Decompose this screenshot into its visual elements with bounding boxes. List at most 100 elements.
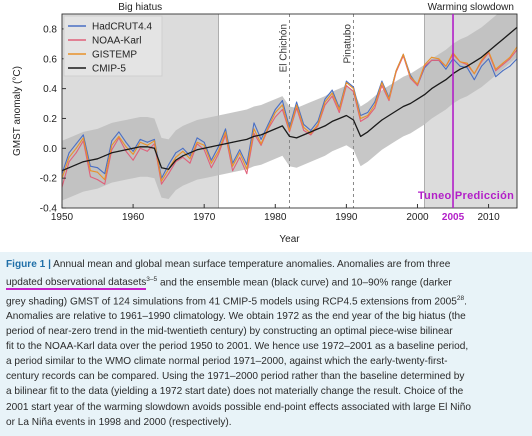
- point-s1-1984: [303, 123, 305, 125]
- point-s3-2007: [466, 62, 468, 64]
- point-s4-1971: [210, 146, 212, 148]
- point-s2-1956: [104, 183, 106, 185]
- point-s2-1987: [324, 104, 326, 106]
- point-s3-1992: [360, 117, 362, 119]
- point-s1-1987: [324, 98, 326, 100]
- point-s1-1972: [217, 146, 219, 148]
- caption-line-3: grey shading) GMST of 124 simulations fr…: [6, 295, 457, 307]
- point-s1-1956: [104, 173, 106, 175]
- point-s2-1986: [317, 125, 319, 127]
- point-s2-1951: [68, 161, 70, 163]
- point-s1-1958: [118, 131, 120, 133]
- point-s3-1958: [118, 135, 120, 137]
- point-s3-1979: [267, 126, 269, 128]
- point-s4-1954: [89, 159, 91, 161]
- point-s1-1963: [153, 138, 155, 140]
- point-s3-2003: [438, 58, 440, 60]
- point-s3-2013: [509, 56, 511, 58]
- x-tick-label: 1970: [193, 212, 216, 223]
- point-s4-2012: [502, 38, 504, 40]
- point-s4-2009: [480, 56, 482, 58]
- figure-label: Figure 1 |: [6, 259, 51, 270]
- point-s3-2006: [459, 61, 461, 63]
- caption-line-9: a bilinear fit to the data (yielding a 1…: [6, 386, 464, 398]
- point-s1-2011: [495, 76, 497, 78]
- caption-line-5: period of near-zero trend in the mid-twe…: [6, 326, 453, 338]
- point-s3-1975: [239, 152, 241, 154]
- point-s1-1994: [374, 101, 376, 103]
- point-s3-2008: [473, 73, 475, 75]
- point-s3-1983: [296, 104, 298, 106]
- axes: -0.4 -0.2 0.0 0.2 0.4 0.6 0.8 1950 1960 1970 1980 1…: [12, 13, 518, 245]
- point-s1-1968: [189, 155, 191, 157]
- point-s4-2003: [438, 83, 440, 85]
- point-s4-2008: [473, 61, 475, 63]
- point-s4-1974: [232, 141, 234, 143]
- point-s1-1955: [97, 167, 99, 169]
- point-s3-1976: [246, 168, 248, 170]
- caption-line-1: Annual mean and global mean surface temp…: [50, 259, 451, 270]
- x-tick-label: 1960: [122, 212, 145, 223]
- series-points-3: [61, 46, 518, 182]
- point-s1-1973: [225, 128, 227, 130]
- point-s2-1968: [189, 162, 191, 164]
- caption-line-6: fit to the NOAA-Karl data over the perio…: [6, 341, 469, 353]
- point-s4-1985: [310, 131, 312, 133]
- point-s3-1952: [75, 147, 77, 149]
- point-s2-1978: [260, 144, 262, 146]
- point-s3-1994: [374, 104, 376, 106]
- point-s4-1995: [381, 119, 383, 121]
- point-s1-1957: [111, 140, 113, 142]
- point-s3-1974: [232, 165, 234, 167]
- point-s1-1952: [75, 143, 77, 145]
- point-s1-1990: [345, 80, 347, 82]
- legend: HadCRUT4.4 NOAA-Karl GISTEMP CMIP-5: [63, 15, 163, 77]
- y-tick-label: 0.4: [43, 84, 57, 95]
- point-s2-2000: [416, 85, 418, 87]
- y-tick-label: 0.0: [43, 144, 57, 155]
- point-s3-1962: [146, 144, 148, 146]
- period-label-2: Warming slowdown: [428, 2, 514, 13]
- point-s2-1964: [161, 183, 163, 185]
- point-s3-2004: [445, 65, 447, 67]
- point-s1-1959: [125, 141, 127, 143]
- point-s4-1980: [274, 128, 276, 130]
- point-s2-1971: [210, 167, 212, 169]
- point-s2-1970: [203, 149, 205, 151]
- point-s3-1982: [289, 129, 290, 131]
- point-s3-1980: [274, 111, 276, 113]
- caption-line-4: Anomalies are relative to 1961–1990 clim…: [6, 311, 466, 322]
- point-s3-1991: [352, 88, 354, 90]
- point-s3-1967: [182, 150, 184, 152]
- series-lines: [61, 26, 518, 188]
- point-s4-1993: [367, 131, 369, 133]
- point-s1-1988: [331, 89, 333, 91]
- point-s4-1961: [139, 146, 141, 148]
- point-s1-2008: [473, 79, 475, 81]
- point-s3-1972: [217, 150, 219, 152]
- point-s3-1981: [281, 104, 283, 106]
- point-s2-1960: [132, 159, 134, 161]
- point-s3-1986: [317, 123, 319, 125]
- point-s2-2003: [438, 59, 440, 61]
- point-s3-1951: [68, 156, 70, 158]
- point-s1-2012: [502, 70, 504, 72]
- point-s2-1985: [310, 134, 312, 136]
- point-s4-1996: [388, 114, 390, 116]
- point-s1-1977: [253, 122, 255, 124]
- caption-line-7: a period similar to the WMO climate norm…: [6, 356, 448, 368]
- point-s4-1968: [189, 152, 191, 154]
- volcano-label-2: Pinatubo: [342, 24, 353, 64]
- point-s1-1954: [89, 165, 91, 167]
- point-s3-1963: [153, 140, 155, 142]
- point-s4-1951: [68, 167, 70, 169]
- temperature-chart: Big hiatus Warming slowdown El Chichón Pin…: [12, 2, 518, 245]
- point-s3-2012: [502, 62, 504, 64]
- point-s4-1978: [260, 134, 262, 136]
- point-s4-1990: [345, 114, 347, 116]
- y-tick-label: 0.2: [43, 114, 57, 125]
- point-s2-1980: [274, 116, 276, 118]
- point-s3-1998: [402, 53, 404, 55]
- point-s2-1967: [182, 156, 184, 158]
- point-s1-1951: [68, 152, 70, 154]
